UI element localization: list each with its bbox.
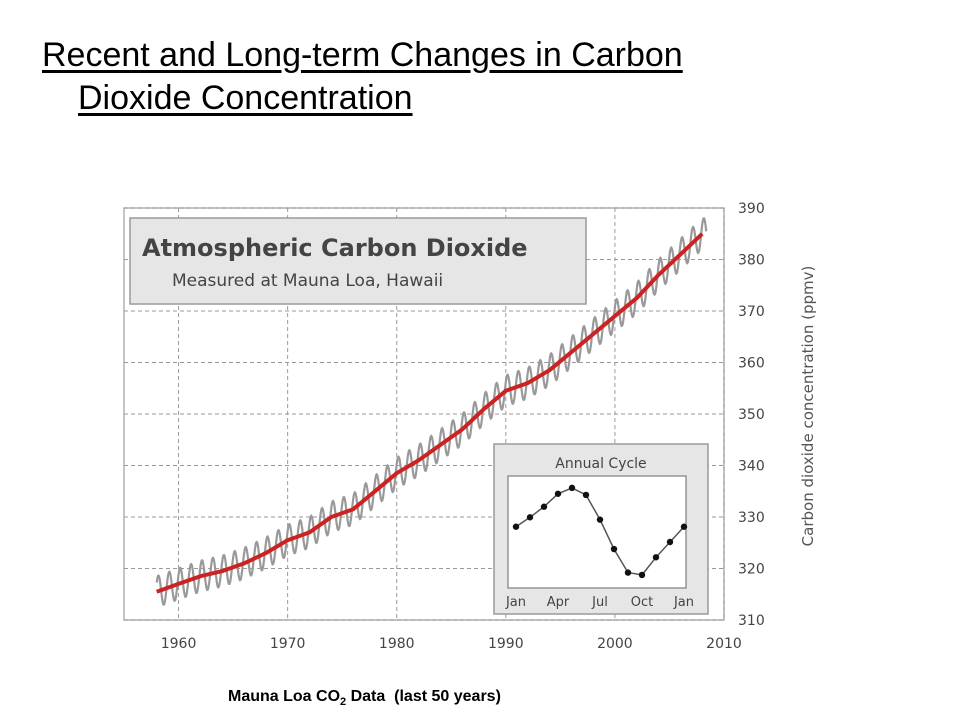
y-tick-label: 380 [738, 253, 765, 269]
annual-cycle-point [540, 503, 548, 510]
trend-series [156, 232, 704, 594]
chart-title: Atmospheric Carbon Dioxide [142, 234, 528, 262]
y-axis-ticks: 390 380 370 360 350 340 330 320 310 [738, 201, 765, 629]
y-tick-label: 370 [738, 304, 765, 320]
title-box: Atmospheric Carbon Dioxide Measured at M… [129, 217, 587, 305]
annual-cycle-point [610, 545, 618, 553]
x-tick-label: 1960 [161, 636, 197, 652]
annual-cycle-point [666, 538, 674, 546]
chart-caption: Mauna Loa CO2 Data (last 50 years) [228, 688, 501, 709]
annual-cycle-point [582, 491, 590, 499]
x-tick-label: 1980 [379, 636, 415, 652]
y-tick-label: 360 [738, 356, 765, 372]
inset-x-tick-label: Jul [591, 595, 608, 610]
chart-subtitle: Measured at Mauna Loa, Hawaii [172, 271, 443, 291]
annual-cycle-inset: Annual Cycle Jan Apr Jul Oct Jan [493, 443, 709, 615]
x-tick-label: 1970 [270, 636, 306, 652]
annual-cycle-point [512, 523, 520, 530]
x-tick-label: 2010 [706, 636, 742, 652]
inset-series [512, 484, 688, 579]
slide-title-line-2: Dioxide Concentration [78, 79, 413, 117]
y-tick-label: 350 [738, 407, 765, 423]
inset-x-tick-label: Apr [547, 595, 570, 610]
inset-x-axis-ticks: Jan Apr Jul Oct Jan [505, 595, 694, 610]
annual-cycle-point [652, 554, 660, 561]
x-tick-label: 2000 [597, 636, 633, 652]
x-axis-ticks: 1960 1970 1980 1990 2000 2010 [161, 636, 742, 652]
slide-title-line-1: Recent and Long-term Changes in Carbon [42, 36, 683, 74]
inset-x-tick-label: Jan [505, 595, 526, 610]
annual-cycle-point [638, 571, 646, 579]
annual-cycle-point [568, 484, 576, 492]
annual-cycle-point [680, 523, 688, 530]
y-tick-label: 390 [738, 201, 765, 217]
inset-x-tick-label: Jan [673, 595, 694, 610]
y-tick-label: 330 [738, 510, 765, 526]
y-tick-label: 310 [738, 613, 765, 629]
trend-line [156, 232, 704, 594]
y-tick-label: 320 [738, 562, 765, 578]
y-tick-label: 340 [738, 459, 765, 475]
inset-title: Annual Cycle [555, 456, 646, 472]
annual-cycle-point [526, 514, 534, 521]
x-tick-label: 1990 [488, 636, 524, 652]
slide-title: Recent and Long-term Changes in Carbon D… [42, 34, 802, 120]
y-axis-label: Carbon dioxide concentration (ppmv) [799, 266, 817, 547]
inset-plot-area [507, 475, 687, 589]
annual-cycle-point [554, 490, 562, 497]
annual-cycle-point [624, 569, 632, 576]
inset-x-tick-label: Oct [631, 595, 653, 610]
co2-chart: 1960 1970 1980 1990 2000 2010 390 380 370 360 350… [123, 201, 817, 652]
annual-cycle-point [596, 516, 604, 523]
